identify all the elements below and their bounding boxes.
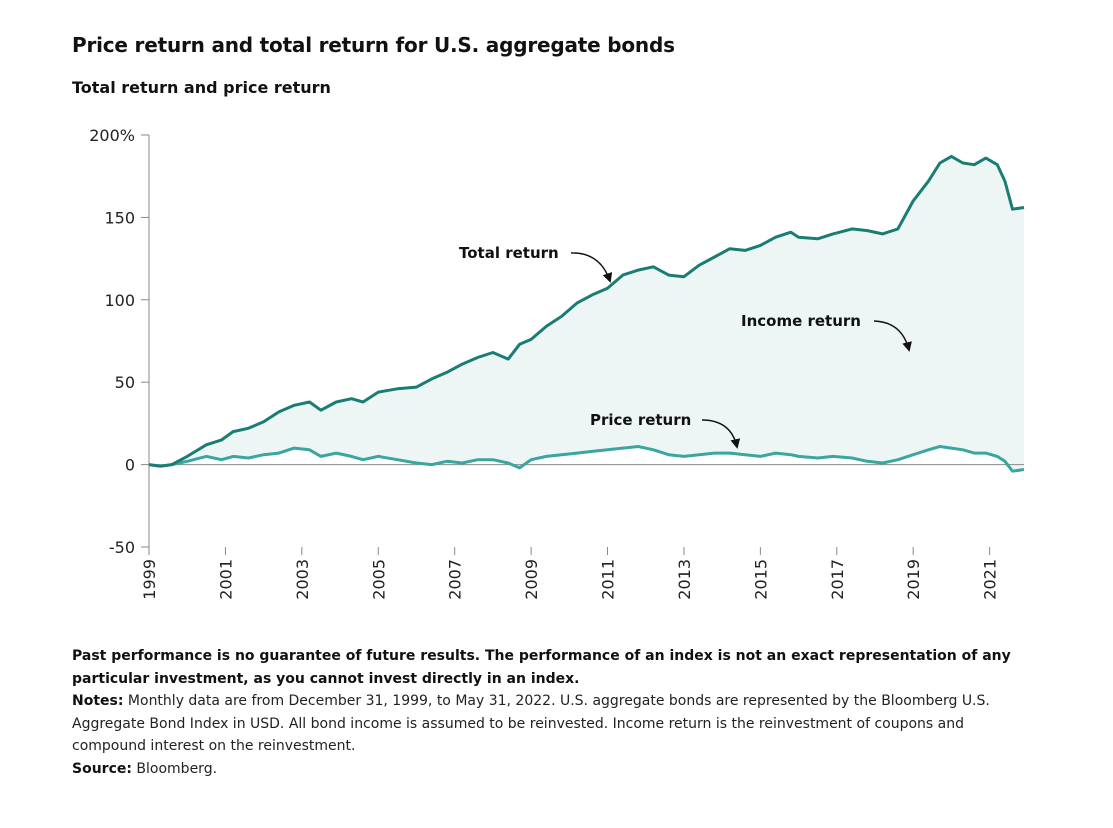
- annotation-income-return: Income return: [741, 312, 861, 330]
- chart-title: Price return and total return for U.S. a…: [72, 33, 675, 57]
- x-tick-label: 2003: [293, 559, 312, 600]
- annotation-price-return: Price return: [590, 411, 691, 429]
- annotation-arrow-total-return: [570, 252, 613, 283]
- x-tick-label: 1999: [140, 559, 159, 600]
- series-line-price-return: [148, 445, 1025, 473]
- annotation-arrow-price-return: [701, 419, 741, 449]
- x-tick-label: 2001: [216, 559, 235, 600]
- chart-area: -50 0 50 100 150 200% 1999 2001 2003 2005 2007 200…: [89, 126, 1025, 600]
- source: Source: Bloomberg.: [72, 760, 218, 777]
- x-tick-label: 2009: [522, 559, 541, 600]
- y-tick-label: 200%: [89, 126, 135, 145]
- x-tick-label: 2021: [981, 559, 1000, 600]
- x-tick-label: 2007: [446, 559, 465, 600]
- chart-subtitle: Total return and price return: [72, 78, 331, 97]
- y-tick-label: 0: [125, 456, 135, 475]
- y-axis: -50 0 50 100 150 200%: [89, 126, 149, 557]
- income-return-area: [149, 156, 1024, 472]
- x-tick-label: 2013: [675, 559, 694, 600]
- y-tick-label: 50: [115, 373, 135, 392]
- disclaimer: Past performance is no guarantee of futu…: [72, 648, 1011, 687]
- x-tick-label: 2019: [904, 559, 923, 600]
- chart-footer: Past performance is no guarantee of futu…: [72, 645, 1032, 780]
- x-tick-label: 2015: [751, 559, 770, 600]
- x-tick-label: 2017: [828, 559, 847, 600]
- y-tick-label: 100: [104, 291, 135, 310]
- series-line-total-return: [148, 154, 1025, 468]
- x-tick-label: 2011: [599, 559, 618, 600]
- annotation-arrow-income-return: [873, 320, 912, 352]
- x-tick-label: 2005: [369, 559, 388, 600]
- x-axis: 1999 2001 2003 2005 2007 2009 2011 2013 2015 2017…: [140, 547, 1000, 600]
- y-tick-label: 150: [104, 208, 135, 227]
- notes: Notes: Monthly data are from December 31…: [72, 693, 990, 754]
- y-tick-label: -50: [109, 538, 135, 557]
- annotation-total-return: Total return: [459, 244, 559, 262]
